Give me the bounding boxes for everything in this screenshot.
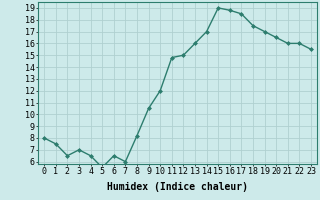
- X-axis label: Humidex (Indice chaleur): Humidex (Indice chaleur): [107, 182, 248, 192]
